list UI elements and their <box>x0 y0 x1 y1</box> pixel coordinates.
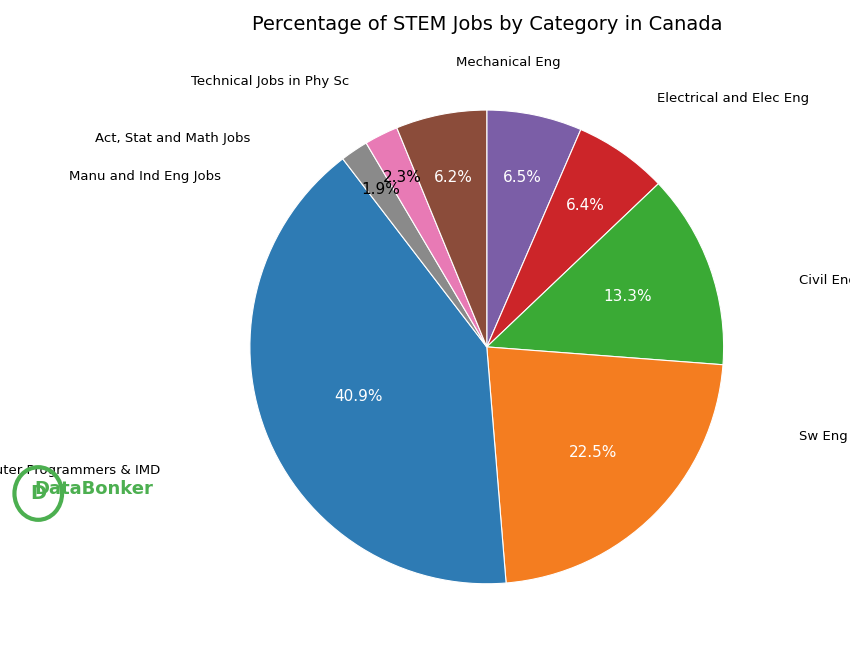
Wedge shape <box>487 130 659 347</box>
Text: 22.5%: 22.5% <box>569 445 617 459</box>
Text: Mechanical Eng: Mechanical Eng <box>456 56 560 69</box>
Text: 40.9%: 40.9% <box>334 389 382 404</box>
Text: 1.9%: 1.9% <box>361 182 400 197</box>
Wedge shape <box>487 110 581 347</box>
Text: DataBonker: DataBonker <box>34 480 153 497</box>
Text: 6.2%: 6.2% <box>434 170 473 185</box>
Text: D: D <box>31 484 46 503</box>
Text: 6.5%: 6.5% <box>502 170 541 185</box>
Wedge shape <box>366 128 487 347</box>
Text: Sw Eng & Des: Sw Eng & Des <box>800 430 850 443</box>
Wedge shape <box>487 184 723 365</box>
Wedge shape <box>250 159 506 584</box>
Text: Act, Stat and Math Jobs: Act, Stat and Math Jobs <box>94 132 250 145</box>
Text: 13.3%: 13.3% <box>603 290 652 304</box>
Text: Technical Jobs in Phy Sc: Technical Jobs in Phy Sc <box>191 75 349 88</box>
Text: Computer Programmers & IMD: Computer Programmers & IMD <box>0 464 160 476</box>
Text: 6.4%: 6.4% <box>566 197 605 213</box>
Text: Electrical and Elec Eng: Electrical and Elec Eng <box>657 91 809 105</box>
Title: Percentage of STEM Jobs by Category in Canada: Percentage of STEM Jobs by Category in C… <box>252 15 722 34</box>
Text: Civil Eng Jobs: Civil Eng Jobs <box>800 274 850 287</box>
Wedge shape <box>343 143 487 347</box>
Text: 2.3%: 2.3% <box>382 170 422 185</box>
Wedge shape <box>487 347 723 583</box>
Wedge shape <box>397 110 487 347</box>
Text: Manu and Ind Eng Jobs: Manu and Ind Eng Jobs <box>70 170 222 183</box>
